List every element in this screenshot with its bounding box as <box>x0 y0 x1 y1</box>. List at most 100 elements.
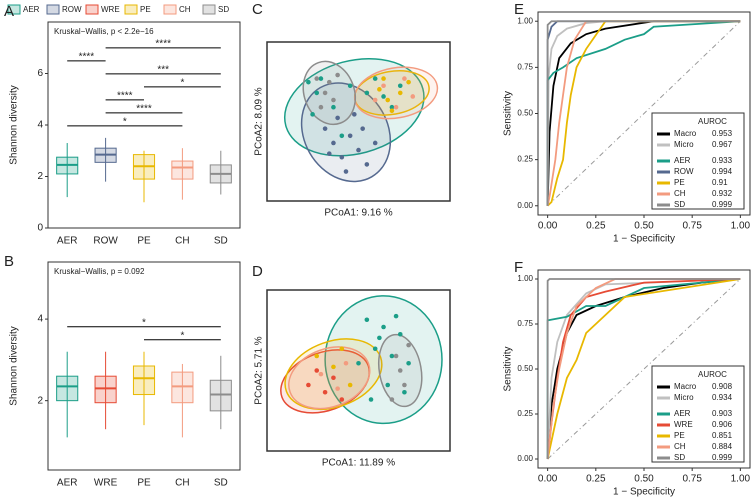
bracket-label: **** <box>136 104 152 115</box>
point <box>393 313 399 319</box>
y-axis-label: Shannon diversity <box>9 85 20 165</box>
point <box>381 83 386 89</box>
legend-auroc: 0.934 <box>712 393 733 402</box>
legend-label: AER <box>23 5 40 14</box>
point <box>372 97 378 103</box>
point <box>326 151 332 156</box>
point <box>356 360 361 366</box>
y-tick-label: 0.00 <box>517 201 533 210</box>
legend-title: AUROC <box>698 370 727 379</box>
point <box>360 126 365 131</box>
point <box>389 108 395 114</box>
point <box>389 397 395 402</box>
bracket-label: * <box>142 317 146 328</box>
point <box>372 346 378 352</box>
point <box>322 126 328 131</box>
legend-auroc: 0.953 <box>712 129 733 138</box>
bracket-label: * <box>123 117 127 128</box>
x-tick-label: AER <box>57 478 78 489</box>
y-axis-label: Sensitivity <box>503 91 514 136</box>
point <box>347 382 353 388</box>
y-axis-label: Sensitivity <box>503 346 514 391</box>
legend-label: WRE <box>101 5 120 14</box>
point <box>402 76 407 81</box>
point <box>389 353 395 359</box>
x-axis-label: 1 − Specificity <box>613 234 675 245</box>
x-axis-label: PCoA1: 9.16 % <box>324 208 392 219</box>
point <box>314 76 320 81</box>
point <box>377 87 382 92</box>
legend-swatch <box>163 4 177 15</box>
point <box>372 140 378 146</box>
roc-curve <box>546 278 741 460</box>
point <box>356 147 361 153</box>
point <box>381 324 386 330</box>
point <box>331 97 336 103</box>
point <box>318 371 324 377</box>
x-tick-label: WRE <box>94 478 118 489</box>
roc-curve <box>546 20 741 206</box>
box <box>171 371 194 404</box>
point <box>331 364 336 370</box>
x-tick-label: CH <box>175 478 189 489</box>
roc-curve <box>546 20 741 206</box>
legend-auroc: 0.999 <box>712 453 733 462</box>
legend-label: PE <box>674 178 685 187</box>
x-tick-label: 0.50 <box>634 221 654 232</box>
y-tick-label: 0.25 <box>517 409 533 418</box>
point <box>397 83 403 89</box>
point <box>393 104 399 110</box>
x-axis-label: PCoA1: 11.89 % <box>322 458 395 469</box>
point <box>364 90 370 96</box>
y-tick-label: 2 <box>37 395 43 406</box>
x-tick-label: PE <box>137 478 151 489</box>
annotation: Kruskal−Wallis, p < 2.2e−16 <box>54 27 154 36</box>
plot-frame <box>47 261 241 471</box>
point <box>339 133 345 139</box>
legend-auroc: 0.91 <box>712 178 728 187</box>
roc-curve <box>546 20 741 206</box>
x-tick-label: 0.25 <box>586 474 606 485</box>
legend-label: CH <box>674 442 686 451</box>
point <box>364 317 370 323</box>
roc-curve <box>546 278 741 459</box>
point <box>381 76 386 81</box>
point <box>335 115 340 121</box>
point <box>339 397 345 402</box>
legend-label: SD <box>674 200 685 209</box>
point <box>347 133 353 139</box>
x-tick-label: CH <box>175 236 189 247</box>
point <box>347 83 353 89</box>
point <box>389 104 395 110</box>
legend-auroc: 0.903 <box>712 409 733 418</box>
legend-swatch <box>46 4 60 15</box>
y-tick-label: 0.75 <box>517 62 533 71</box>
point <box>406 79 411 85</box>
group-ellipse <box>324 295 443 425</box>
legend-auroc: 0.884 <box>712 442 733 451</box>
legend-label: Macro <box>674 129 697 138</box>
y-tick-label: 0.75 <box>517 319 533 328</box>
legend-label: CH <box>674 189 686 198</box>
legend-auroc: 0.906 <box>712 420 733 429</box>
x-tick-label: SD <box>214 236 228 247</box>
legend-label: WRE <box>674 420 693 429</box>
point <box>397 368 403 373</box>
x-tick-label: 0.75 <box>682 474 702 485</box>
box <box>171 160 194 180</box>
legend-label: SD <box>674 453 685 462</box>
roc-curve <box>546 278 741 459</box>
legend-label: Micro <box>674 393 694 402</box>
legend-label: PE <box>140 5 151 14</box>
y-tick-label: 0.00 <box>517 454 533 463</box>
legend-swatch <box>202 4 216 15</box>
point <box>397 90 403 96</box>
legend-label: AER <box>674 409 691 418</box>
legend-swatch <box>85 4 99 15</box>
legend-label: Macro <box>674 382 697 391</box>
point <box>314 368 320 373</box>
point <box>368 397 374 402</box>
legend-label: AER <box>674 156 691 165</box>
box <box>209 379 232 412</box>
